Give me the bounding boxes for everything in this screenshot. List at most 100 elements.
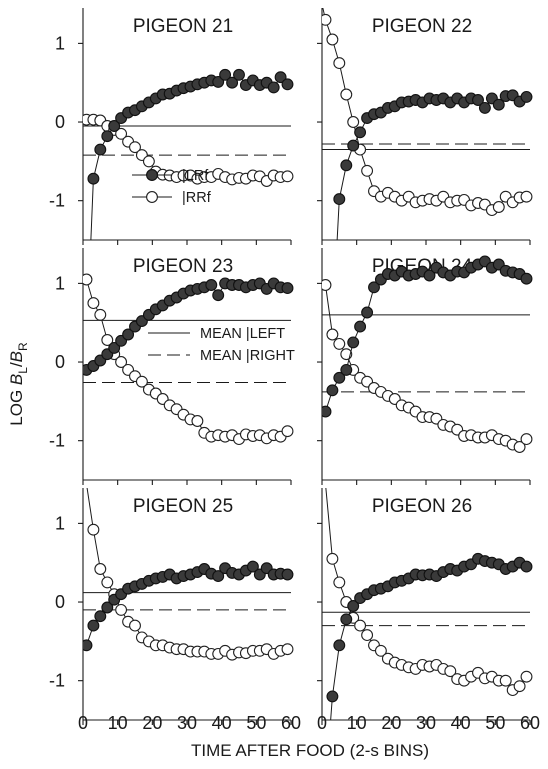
rrf-point xyxy=(347,116,360,128)
legend-line-label: MEAN |RIGHT xyxy=(200,348,295,364)
lrf-point xyxy=(354,126,367,139)
panel-2-plot-area xyxy=(322,8,533,240)
lrf-point xyxy=(322,405,332,418)
x-tick-label: 40 xyxy=(212,713,232,733)
panel-4-plot-area xyxy=(322,255,533,453)
rrf-point xyxy=(444,665,457,678)
y-tick-label: -1 xyxy=(49,191,65,211)
panel-3-plot-area xyxy=(83,273,294,446)
x-tick-label: 60 xyxy=(281,713,301,733)
y-axis-title-slash: / xyxy=(7,362,26,367)
rrf-point xyxy=(333,57,346,70)
lrf-point xyxy=(281,282,294,295)
panel-1: 1 0 -1 PIGEON 21 xyxy=(49,8,294,245)
lrf-point xyxy=(246,560,259,573)
rrf-point xyxy=(326,552,339,565)
y-tick-label: -1 xyxy=(49,431,65,451)
rrf-point xyxy=(333,576,346,589)
y-tick-label: 1 xyxy=(55,273,65,293)
lrf-point xyxy=(368,281,380,294)
lrf-point xyxy=(219,68,232,81)
legend-series-label: |RRf xyxy=(182,190,212,206)
lrf-point xyxy=(333,639,346,652)
lrf-point xyxy=(94,143,107,156)
rrf-point xyxy=(326,33,339,46)
x-tick-label: 60 xyxy=(520,713,540,733)
rrf-point xyxy=(520,190,533,203)
panels-group: 1 0 -1 PIGEON 21 PIGEON 22 1 0 -1 PIGEON 23 PIGEO… xyxy=(49,8,533,725)
rrf-point xyxy=(322,279,332,291)
lrf-point xyxy=(520,560,533,573)
lrf-point xyxy=(478,101,491,114)
lrf-point xyxy=(212,289,225,302)
legend-line-label: MEAN |LEFT xyxy=(200,326,285,342)
rrf-point xyxy=(374,644,387,657)
panel-5: 1 0 -1 PIGEON 25 xyxy=(49,488,294,725)
y-tick-label: 1 xyxy=(55,513,65,533)
y-tick-label: 0 xyxy=(55,592,65,612)
rrf-point xyxy=(326,328,339,341)
lrf-point xyxy=(101,601,114,614)
x-tick-label: 40 xyxy=(451,713,471,733)
lrf-point xyxy=(267,81,280,94)
panel-4: PIGEON 24 xyxy=(317,248,533,485)
y-tick-label: -1 xyxy=(49,671,65,691)
lrf-point xyxy=(87,619,100,632)
rrf-point xyxy=(354,619,367,632)
rrf-point xyxy=(115,603,128,616)
lrf-point xyxy=(347,336,360,349)
panel-title: PIGEON 23 xyxy=(133,256,233,277)
panel-3: 1 0 -1 PIGEON 23 xyxy=(49,248,294,485)
legend-series-label: |LRf xyxy=(182,168,209,184)
rrf-point xyxy=(361,629,374,642)
rrf-point xyxy=(142,155,155,168)
panel-title: PIGEON 21 xyxy=(133,16,233,37)
lrf-point xyxy=(83,639,93,652)
lrf-point xyxy=(333,193,346,206)
lrf-point xyxy=(326,690,339,703)
rrf-point xyxy=(115,127,128,140)
lrf-line xyxy=(325,260,527,412)
y-tick-label: 1 xyxy=(55,33,65,53)
rrf-point xyxy=(322,13,332,26)
y-tick-label: 0 xyxy=(55,112,65,132)
rrf-point xyxy=(281,170,294,183)
lrf-point xyxy=(205,279,218,291)
lrf-point xyxy=(326,384,339,397)
lrf-point xyxy=(520,272,533,285)
rrf-point xyxy=(87,523,100,536)
lrf-point xyxy=(472,94,484,106)
lrf-point xyxy=(333,371,346,384)
lrf-point xyxy=(108,120,121,132)
panel-title: PIGEON 25 xyxy=(133,496,233,517)
x-tick-label: 20 xyxy=(142,713,162,733)
legend-group: |LRf |RRf MEAN |LEFT MEAN |RIGHT xyxy=(132,168,295,364)
rrf-point xyxy=(83,273,93,286)
rrf-point xyxy=(281,643,294,656)
lrf-point xyxy=(340,613,353,626)
rrf-point xyxy=(135,375,148,388)
rrf-point xyxy=(492,201,505,213)
x-tick-label: 50 xyxy=(246,713,266,733)
x-tick-label: 10 xyxy=(347,713,367,733)
panel-2: PIGEON 22 xyxy=(317,8,533,245)
lrf-point xyxy=(226,76,239,89)
rrf-point xyxy=(499,674,512,687)
rrf-point xyxy=(94,563,107,575)
rrf-point xyxy=(520,433,533,446)
lrf-point xyxy=(347,600,360,612)
rrf-point xyxy=(513,680,526,693)
rrf-point xyxy=(340,88,353,101)
legend-filled-marker xyxy=(146,169,158,181)
x-tick-label: 20 xyxy=(381,713,401,733)
lrf-point xyxy=(520,90,533,103)
lrf-point xyxy=(354,320,367,333)
x-tick-label: 30 xyxy=(416,713,436,733)
panel-5-plot-area xyxy=(83,488,294,661)
lrf-point xyxy=(281,78,294,91)
lrf-point xyxy=(340,159,353,172)
lrf-point xyxy=(94,610,107,623)
lrf-point xyxy=(108,341,121,354)
y-axis-title-prefix: LOG xyxy=(7,385,26,426)
